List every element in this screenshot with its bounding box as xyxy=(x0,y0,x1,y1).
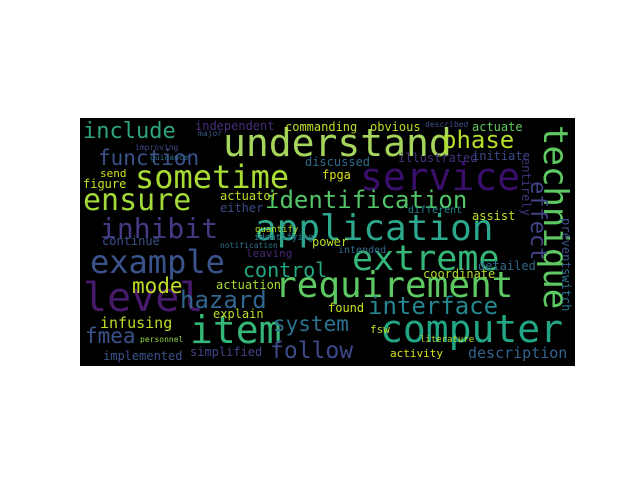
word-personnel: personnel xyxy=(140,335,184,344)
word-coordinate: coordinate xyxy=(423,267,496,281)
word-inhibit: inhibit xyxy=(100,212,219,245)
word-extreme: extreme xyxy=(352,239,500,279)
word-different: different xyxy=(408,205,463,216)
word-explain: explain xyxy=(213,307,264,321)
word-illustrated: illustrated xyxy=(398,151,478,165)
word-quantify: quantify xyxy=(255,225,299,235)
word-notification: notification xyxy=(220,241,278,250)
word-example: example xyxy=(90,243,225,281)
word-figure: figure xyxy=(83,177,127,191)
word-power: power xyxy=(312,235,349,249)
word-include: include xyxy=(83,119,176,144)
word-system: system xyxy=(273,312,349,336)
word-initiate: initiate xyxy=(472,149,530,163)
word-send: send xyxy=(100,167,127,180)
word-control: control xyxy=(243,258,328,282)
word-found: found xyxy=(328,301,365,315)
word-level: level xyxy=(83,275,204,321)
word-service: service xyxy=(360,155,521,199)
word-requirement: requirement xyxy=(275,265,514,306)
word-improving: improving xyxy=(135,143,179,152)
word-independent: independent xyxy=(195,119,275,133)
word-identification: identification xyxy=(265,186,468,214)
word-continue: continue xyxy=(102,234,160,248)
word-fpga: fpga xyxy=(322,168,351,182)
word-follow: follow xyxy=(270,338,354,364)
word-description: description xyxy=(468,344,568,362)
word-guidance: guidance xyxy=(150,153,189,162)
word-assist: assist xyxy=(472,209,516,223)
word-fsw: fsw xyxy=(370,323,390,336)
word-understand: understand xyxy=(223,121,452,165)
word-implemented: implemented xyxy=(103,349,183,363)
word-infusing: infusing xyxy=(100,314,173,332)
word-commanding: commanding xyxy=(285,120,358,134)
word-switch: switch xyxy=(559,268,573,312)
word-item: item xyxy=(190,308,282,352)
word-application: application xyxy=(255,208,494,249)
word-hazard: hazard xyxy=(180,286,267,314)
word-actuation: actuation xyxy=(216,278,282,292)
word-obvious: obvious xyxy=(370,120,421,134)
word-identifying: identifying xyxy=(254,233,314,243)
word-leaving: leaving xyxy=(246,247,293,260)
word-sometime: sometime xyxy=(135,158,290,196)
word-detailed: detailed xyxy=(478,259,536,273)
word-function: function xyxy=(98,146,200,170)
word-mode: mode xyxy=(132,274,183,298)
word-discussed: discussed xyxy=(305,155,371,169)
word-intended: intended xyxy=(338,245,387,256)
word-phase: phase xyxy=(442,126,515,154)
word-actuate: actuate xyxy=(472,120,523,134)
word-literature: literature xyxy=(420,335,475,345)
word-prevent: prevent xyxy=(559,218,573,269)
word-interface: interface xyxy=(368,292,499,320)
word-simplified: simplified xyxy=(190,345,263,359)
word-actuator: actuator xyxy=(220,189,278,203)
word-either: either xyxy=(220,201,264,215)
word-activity: activity xyxy=(390,347,443,360)
word-described: described xyxy=(425,120,469,129)
word-cloud: understand sometime service application ensu… xyxy=(80,118,575,366)
word-ensure: ensure xyxy=(83,183,192,218)
word-major: major xyxy=(198,129,223,138)
word-computer: computer xyxy=(380,307,564,351)
word-fmea: fmea xyxy=(85,324,136,348)
word-entirely: entirely xyxy=(519,158,533,216)
